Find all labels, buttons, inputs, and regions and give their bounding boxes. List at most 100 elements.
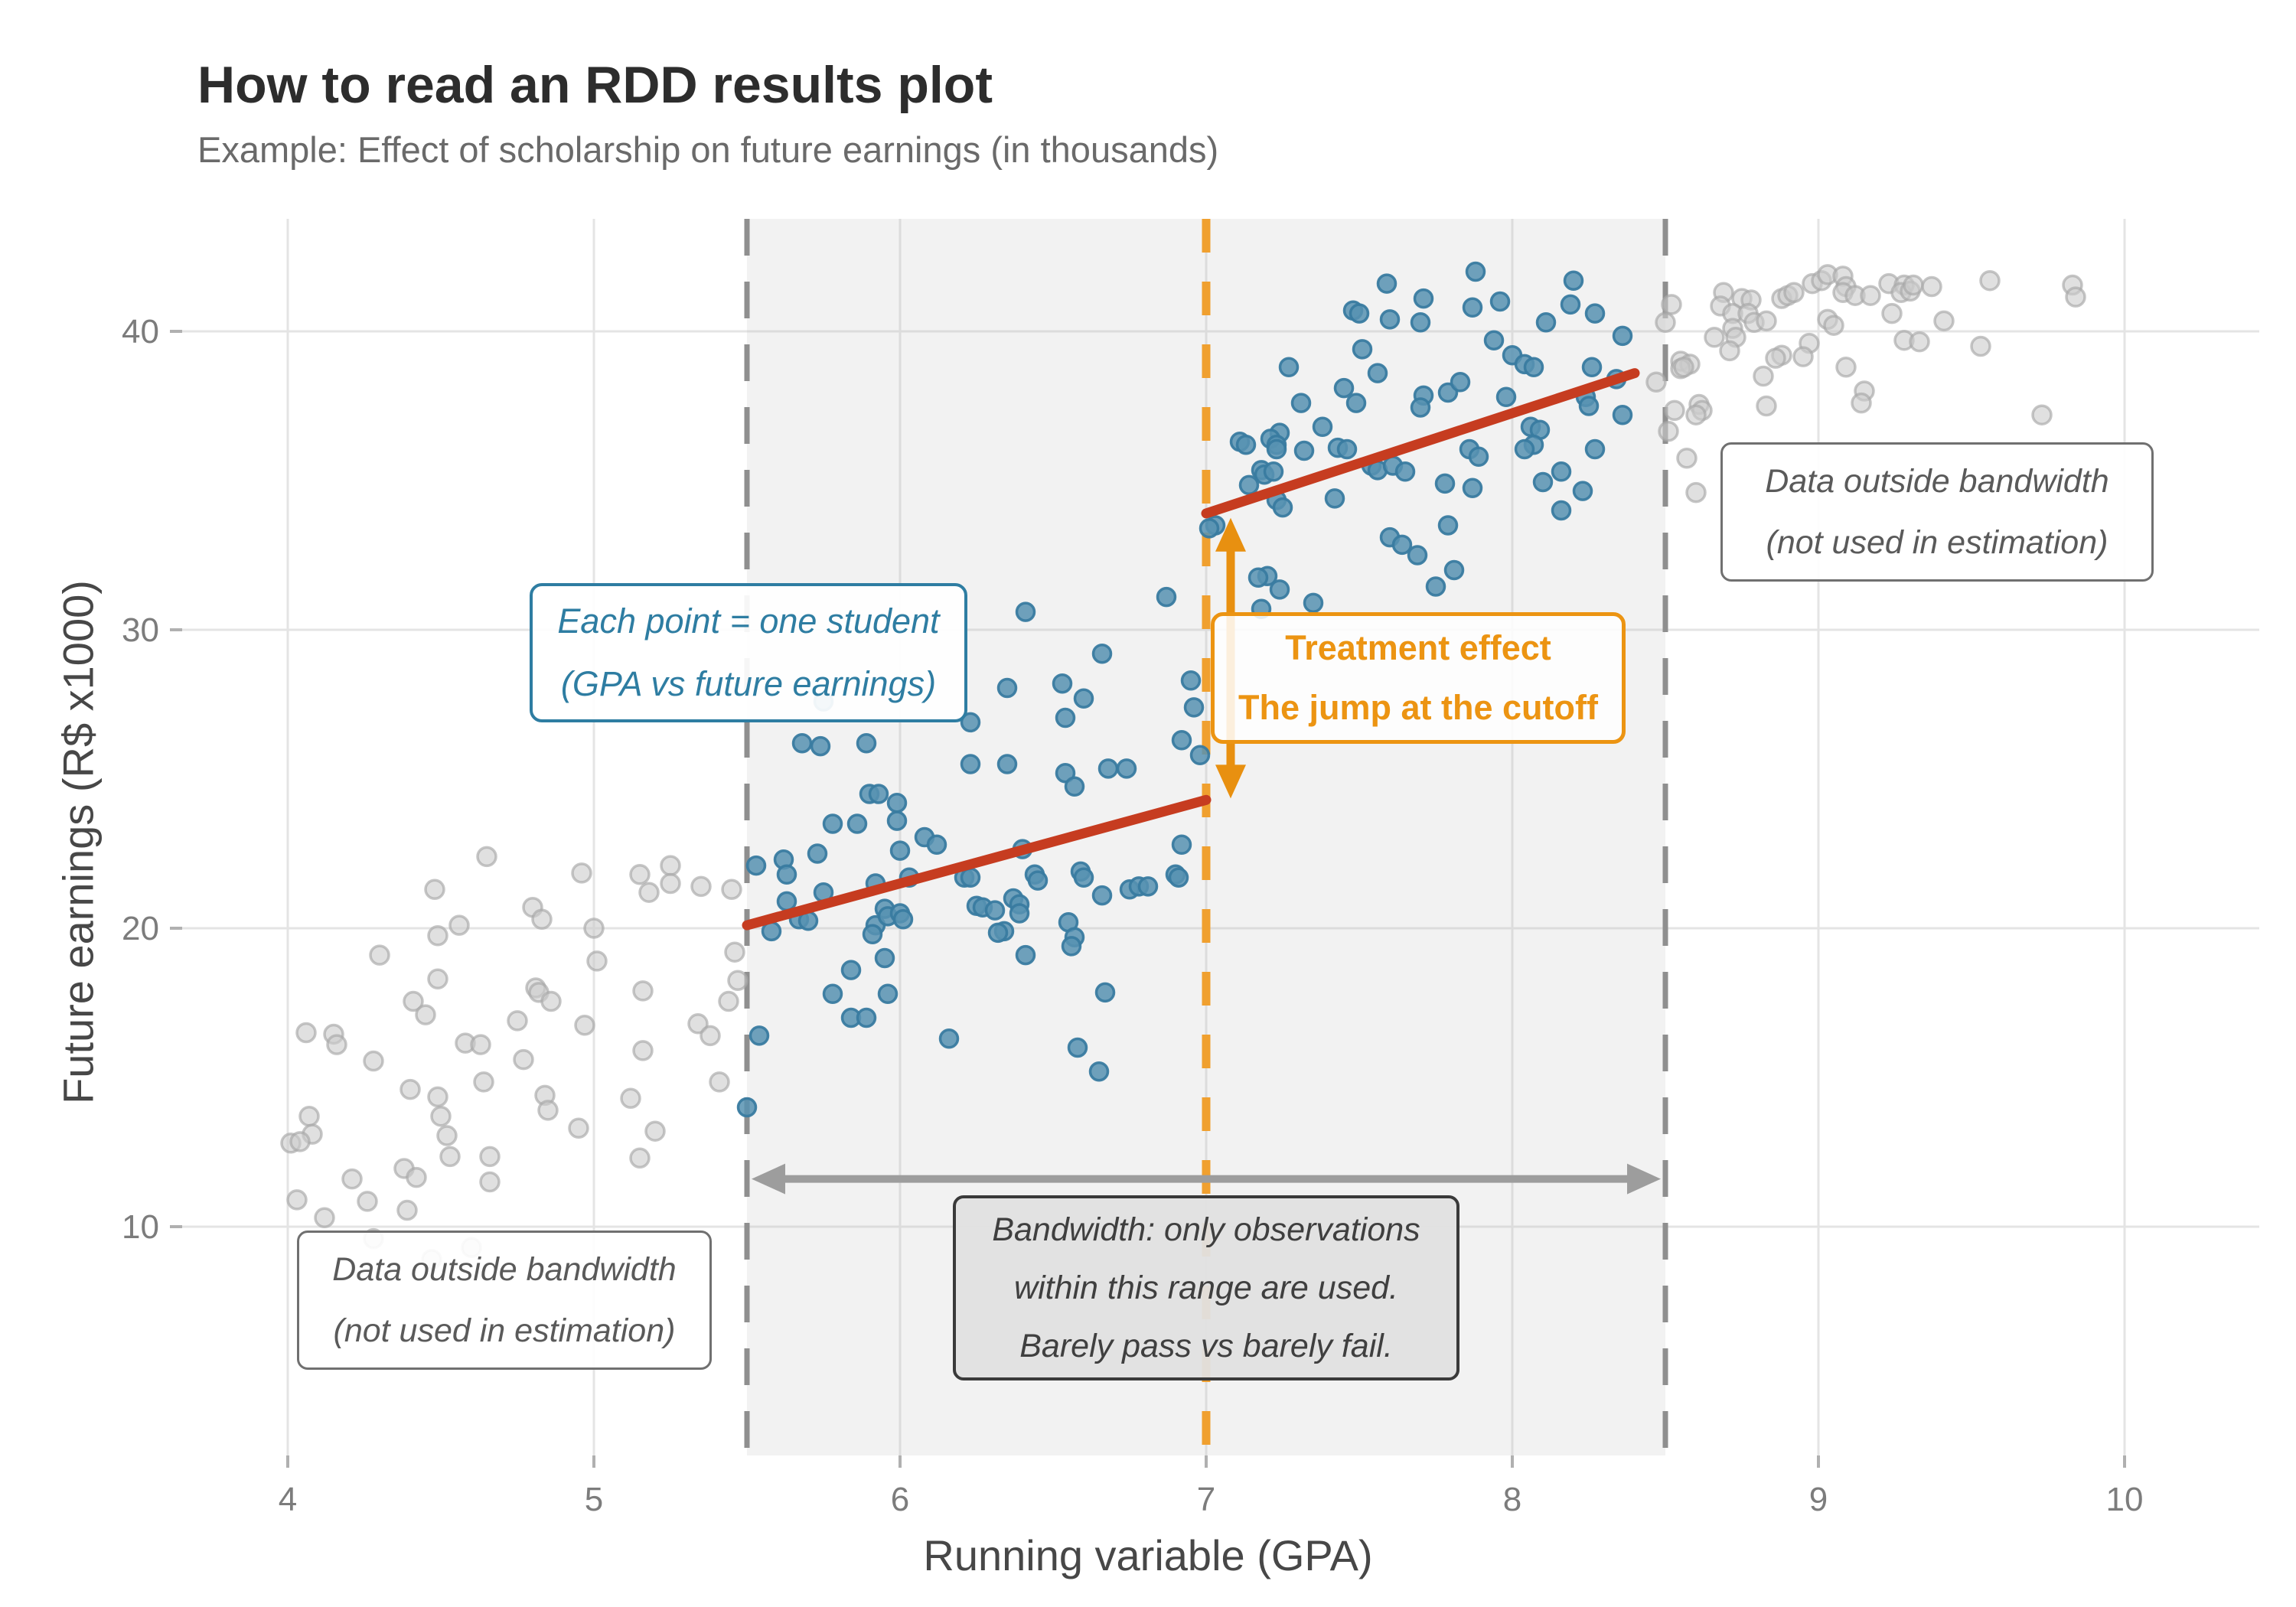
data-point: [1247, 567, 1269, 588]
data-point: [537, 1100, 559, 1121]
data-point: [1238, 474, 1260, 496]
data-point: [1719, 340, 1740, 362]
data-point: [1303, 592, 1324, 614]
data-point: [357, 1191, 378, 1212]
note-each-point-line1: Each point = one student: [557, 601, 940, 641]
data-point: [400, 1078, 421, 1100]
data-point: [1052, 673, 1073, 694]
data-point: [415, 1004, 436, 1025]
data-point: [1756, 310, 1777, 332]
note-bandwidth-line3: Barely pass vs barely fail.: [1019, 1328, 1393, 1364]
note-each-point: Each point = one student (GPA vs future …: [530, 583, 967, 722]
data-point: [776, 864, 797, 885]
data-point: [1137, 876, 1159, 897]
data-point: [1410, 397, 1431, 418]
data-point: [724, 941, 745, 963]
data-point: [1345, 393, 1367, 413]
data-point: [427, 968, 448, 990]
data-point: [1560, 294, 1581, 315]
data-point: [877, 983, 899, 1005]
data-point: [1572, 481, 1593, 501]
data-point: [1168, 867, 1189, 888]
note-treatment-effect: Treatment effect The jump at the cutoff: [1211, 612, 1626, 744]
data-point: [886, 792, 908, 813]
note-outside-left-line2: (not used in estimation): [333, 1312, 676, 1349]
data-point: [846, 813, 868, 834]
data-point: [840, 960, 862, 980]
data-point: [938, 1028, 960, 1049]
x-tick-label: 7: [1197, 1481, 1215, 1518]
data-point: [1425, 576, 1446, 597]
data-point: [996, 754, 1018, 774]
data-point: [807, 843, 828, 864]
data-point: [660, 855, 681, 876]
data-point: [1015, 601, 1036, 622]
data-point: [1756, 395, 1777, 417]
data-point: [960, 867, 981, 888]
data-point: [286, 1189, 308, 1211]
data-point: [1495, 386, 1517, 408]
data-point: [996, 677, 1018, 699]
data-point: [1685, 481, 1707, 504]
data-point: [1073, 867, 1094, 888]
note-outside-right-line1: Data outside bandwidth: [1765, 463, 2109, 500]
data-point: [745, 855, 767, 876]
data-point: [427, 925, 448, 947]
data-point: [439, 1146, 461, 1168]
data-point: [1266, 438, 1287, 460]
data-point: [748, 1025, 770, 1046]
data-point: [1881, 302, 1903, 324]
data-point: [1753, 365, 1774, 387]
data-point: [314, 1207, 335, 1229]
data-point: [629, 1147, 651, 1169]
series-outside-left: [280, 846, 748, 1270]
data-point: [1685, 404, 1707, 425]
data-point: [1156, 586, 1177, 608]
data-point: [1352, 339, 1373, 360]
note-bandwidth-line1: Bandwidth: only observations: [992, 1211, 1420, 1248]
data-point: [1235, 434, 1257, 455]
data-point: [632, 1040, 654, 1061]
note-each-point-line2: (GPA vs future earnings): [560, 664, 937, 703]
data-point: [1584, 303, 1606, 324]
data-point: [736, 1097, 758, 1118]
data-point: [1979, 269, 2001, 292]
data-point: [687, 1013, 709, 1035]
data-point: [1189, 745, 1211, 766]
data-point: [369, 944, 390, 966]
data-point: [856, 732, 877, 754]
x-tick-label: 4: [279, 1481, 297, 1518]
data-point: [1523, 357, 1544, 378]
data-point: [1909, 331, 1930, 353]
data-point: [776, 891, 797, 912]
data-point: [1333, 377, 1355, 399]
data-point: [1921, 275, 1942, 298]
data-point: [1376, 273, 1397, 294]
data-point: [341, 1168, 363, 1190]
data-point: [1199, 518, 1220, 539]
data-point: [574, 1015, 595, 1036]
data-point: [1581, 357, 1603, 378]
data-point: [1661, 294, 1682, 315]
x-tick-label: 10: [2106, 1481, 2144, 1518]
data-point: [2065, 286, 2086, 308]
data-point: [1462, 478, 1483, 498]
data-point: [987, 922, 1009, 944]
data-point: [1290, 393, 1312, 413]
data-point: [1465, 261, 1486, 282]
data-point: [1535, 312, 1557, 333]
data-point: [448, 914, 470, 936]
axes: 4 5 6 7 8 9 10 10 20 30 40: [122, 313, 2143, 1518]
series-inside-treated: [1199, 261, 1633, 619]
note-outside-left: Data outside bandwidth (not used in esti…: [297, 1231, 712, 1370]
data-point: [295, 1022, 317, 1044]
data-point: [1367, 363, 1388, 383]
series-outside-right: [1645, 264, 2086, 504]
data-point: [1064, 776, 1085, 797]
x-tick-label: 8: [1503, 1481, 1521, 1518]
data-point: [629, 864, 651, 885]
data-point: [396, 1199, 418, 1221]
data-point: [473, 1071, 494, 1093]
arrowhead: [1215, 764, 1246, 799]
